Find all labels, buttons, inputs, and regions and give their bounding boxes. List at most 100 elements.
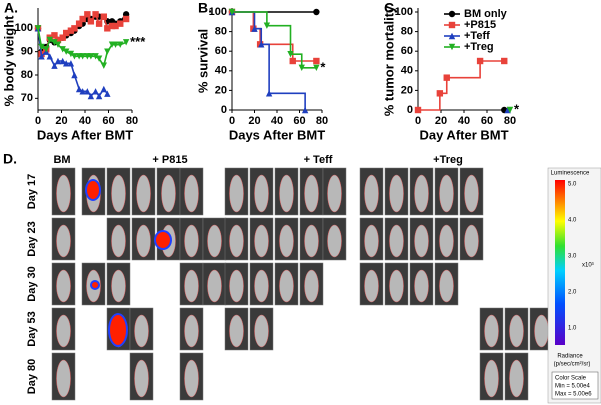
point	[117, 41, 124, 48]
row-label: Day 80	[26, 359, 38, 394]
mouse	[184, 359, 199, 398]
y-tick-label: 80	[401, 26, 413, 38]
y-tick-label: 70	[21, 92, 33, 104]
point	[63, 48, 70, 55]
point	[92, 88, 99, 95]
point	[298, 64, 305, 72]
mouse	[389, 224, 404, 258]
y-axis-title: % survival	[195, 29, 210, 93]
mouse	[327, 224, 342, 258]
colorbar-unit: x10³	[582, 263, 594, 269]
point	[92, 53, 99, 60]
signal	[156, 232, 170, 248]
mouse	[509, 359, 524, 398]
point	[46, 36, 53, 44]
colorbar-tick: 4.0	[568, 218, 577, 224]
y-tick-label: 60	[401, 45, 413, 57]
point	[228, 8, 236, 16]
point	[59, 46, 66, 53]
point	[313, 8, 320, 16]
point	[263, 22, 271, 29]
point	[251, 25, 258, 32]
point	[436, 90, 444, 97]
mouse	[254, 269, 269, 303]
point	[313, 57, 320, 65]
x-tick-label: 80	[504, 115, 516, 127]
y-axis-title: % body weight	[1, 15, 16, 107]
y-tick-label: 80	[21, 69, 33, 81]
legend-label: BM only	[464, 8, 508, 20]
mouse	[229, 269, 244, 303]
y-tick-label: 20	[215, 84, 227, 96]
mouse	[56, 174, 71, 213]
y-tick-label: 40	[215, 65, 227, 77]
x-tick-label: 40	[458, 115, 470, 127]
point	[59, 34, 66, 41]
point	[414, 106, 422, 114]
point	[46, 53, 53, 60]
mouse	[484, 314, 499, 348]
point	[75, 20, 83, 27]
x-tick-label: 60	[481, 115, 493, 127]
y-tick-label: 100	[395, 6, 413, 18]
point	[87, 92, 95, 100]
annotation: *	[320, 59, 326, 74]
x-tick-label: 60	[102, 115, 114, 127]
mouse	[304, 174, 319, 213]
point	[51, 62, 58, 69]
scale-box	[551, 371, 599, 400]
legend-label: +Treg	[464, 41, 494, 53]
mouse	[56, 269, 71, 303]
point	[258, 41, 265, 48]
x-axis-title: Day After BMT	[419, 127, 508, 142]
x-tick-label: 60	[293, 115, 305, 127]
point	[501, 57, 508, 65]
mouse	[439, 269, 454, 303]
y-tick-label: 40	[401, 65, 413, 77]
mouse	[509, 314, 524, 348]
x-tick-label: 20	[435, 115, 447, 127]
radiance: Radiance	[557, 354, 583, 360]
point	[122, 15, 130, 23]
mouse	[254, 224, 269, 258]
mouse	[254, 314, 269, 348]
x-tick-label: 40	[271, 115, 283, 127]
colorbar-tick: 2.0	[568, 290, 577, 296]
point	[75, 85, 83, 93]
y-tick-label: 0	[221, 104, 227, 116]
point	[95, 92, 103, 100]
y-axis-title: % tumor mortality	[381, 5, 396, 116]
mouse	[389, 174, 404, 213]
mouse	[161, 174, 176, 213]
point	[448, 43, 456, 51]
mouse	[414, 174, 429, 213]
scale-text: Max = 5.00e6	[555, 392, 592, 398]
mouse	[207, 224, 222, 258]
panel-label: C.	[384, 0, 398, 16]
point	[67, 27, 75, 34]
mouse	[184, 224, 199, 258]
point	[71, 53, 78, 60]
x-tick-label: 0	[229, 115, 235, 127]
mouse	[414, 224, 429, 258]
point	[92, 11, 99, 18]
panel-label: D.	[3, 151, 17, 167]
panel-label: B.	[198, 0, 212, 16]
point	[84, 11, 91, 18]
x-tick-label: 0	[415, 115, 421, 127]
y-tick-label: 0	[407, 104, 413, 116]
group-label: + Teff	[304, 154, 333, 166]
series-line	[37, 28, 127, 68]
panel-label: A.	[4, 0, 18, 16]
point	[301, 106, 309, 114]
series-line	[418, 60, 505, 111]
mouse	[364, 224, 379, 258]
point	[71, 25, 78, 32]
point	[79, 53, 86, 60]
legend-label: +Teff	[464, 30, 490, 42]
point	[117, 20, 124, 27]
mouse	[134, 314, 149, 348]
mouse	[229, 174, 244, 213]
mouse	[111, 224, 126, 258]
